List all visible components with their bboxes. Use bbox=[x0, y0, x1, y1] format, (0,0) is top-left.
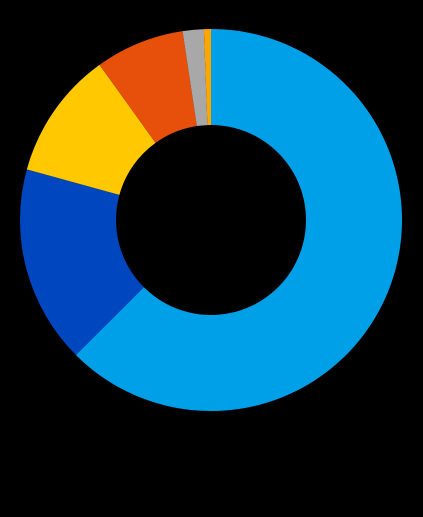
donut-slice-3 bbox=[26, 64, 156, 195]
donut-slice-6 bbox=[203, 29, 211, 126]
donut-slice-5 bbox=[182, 29, 208, 127]
slice-group bbox=[19, 29, 403, 411]
donut-slice-2 bbox=[19, 169, 144, 356]
donut-slice-4 bbox=[99, 31, 197, 143]
donut-slice-1 bbox=[75, 29, 403, 411]
